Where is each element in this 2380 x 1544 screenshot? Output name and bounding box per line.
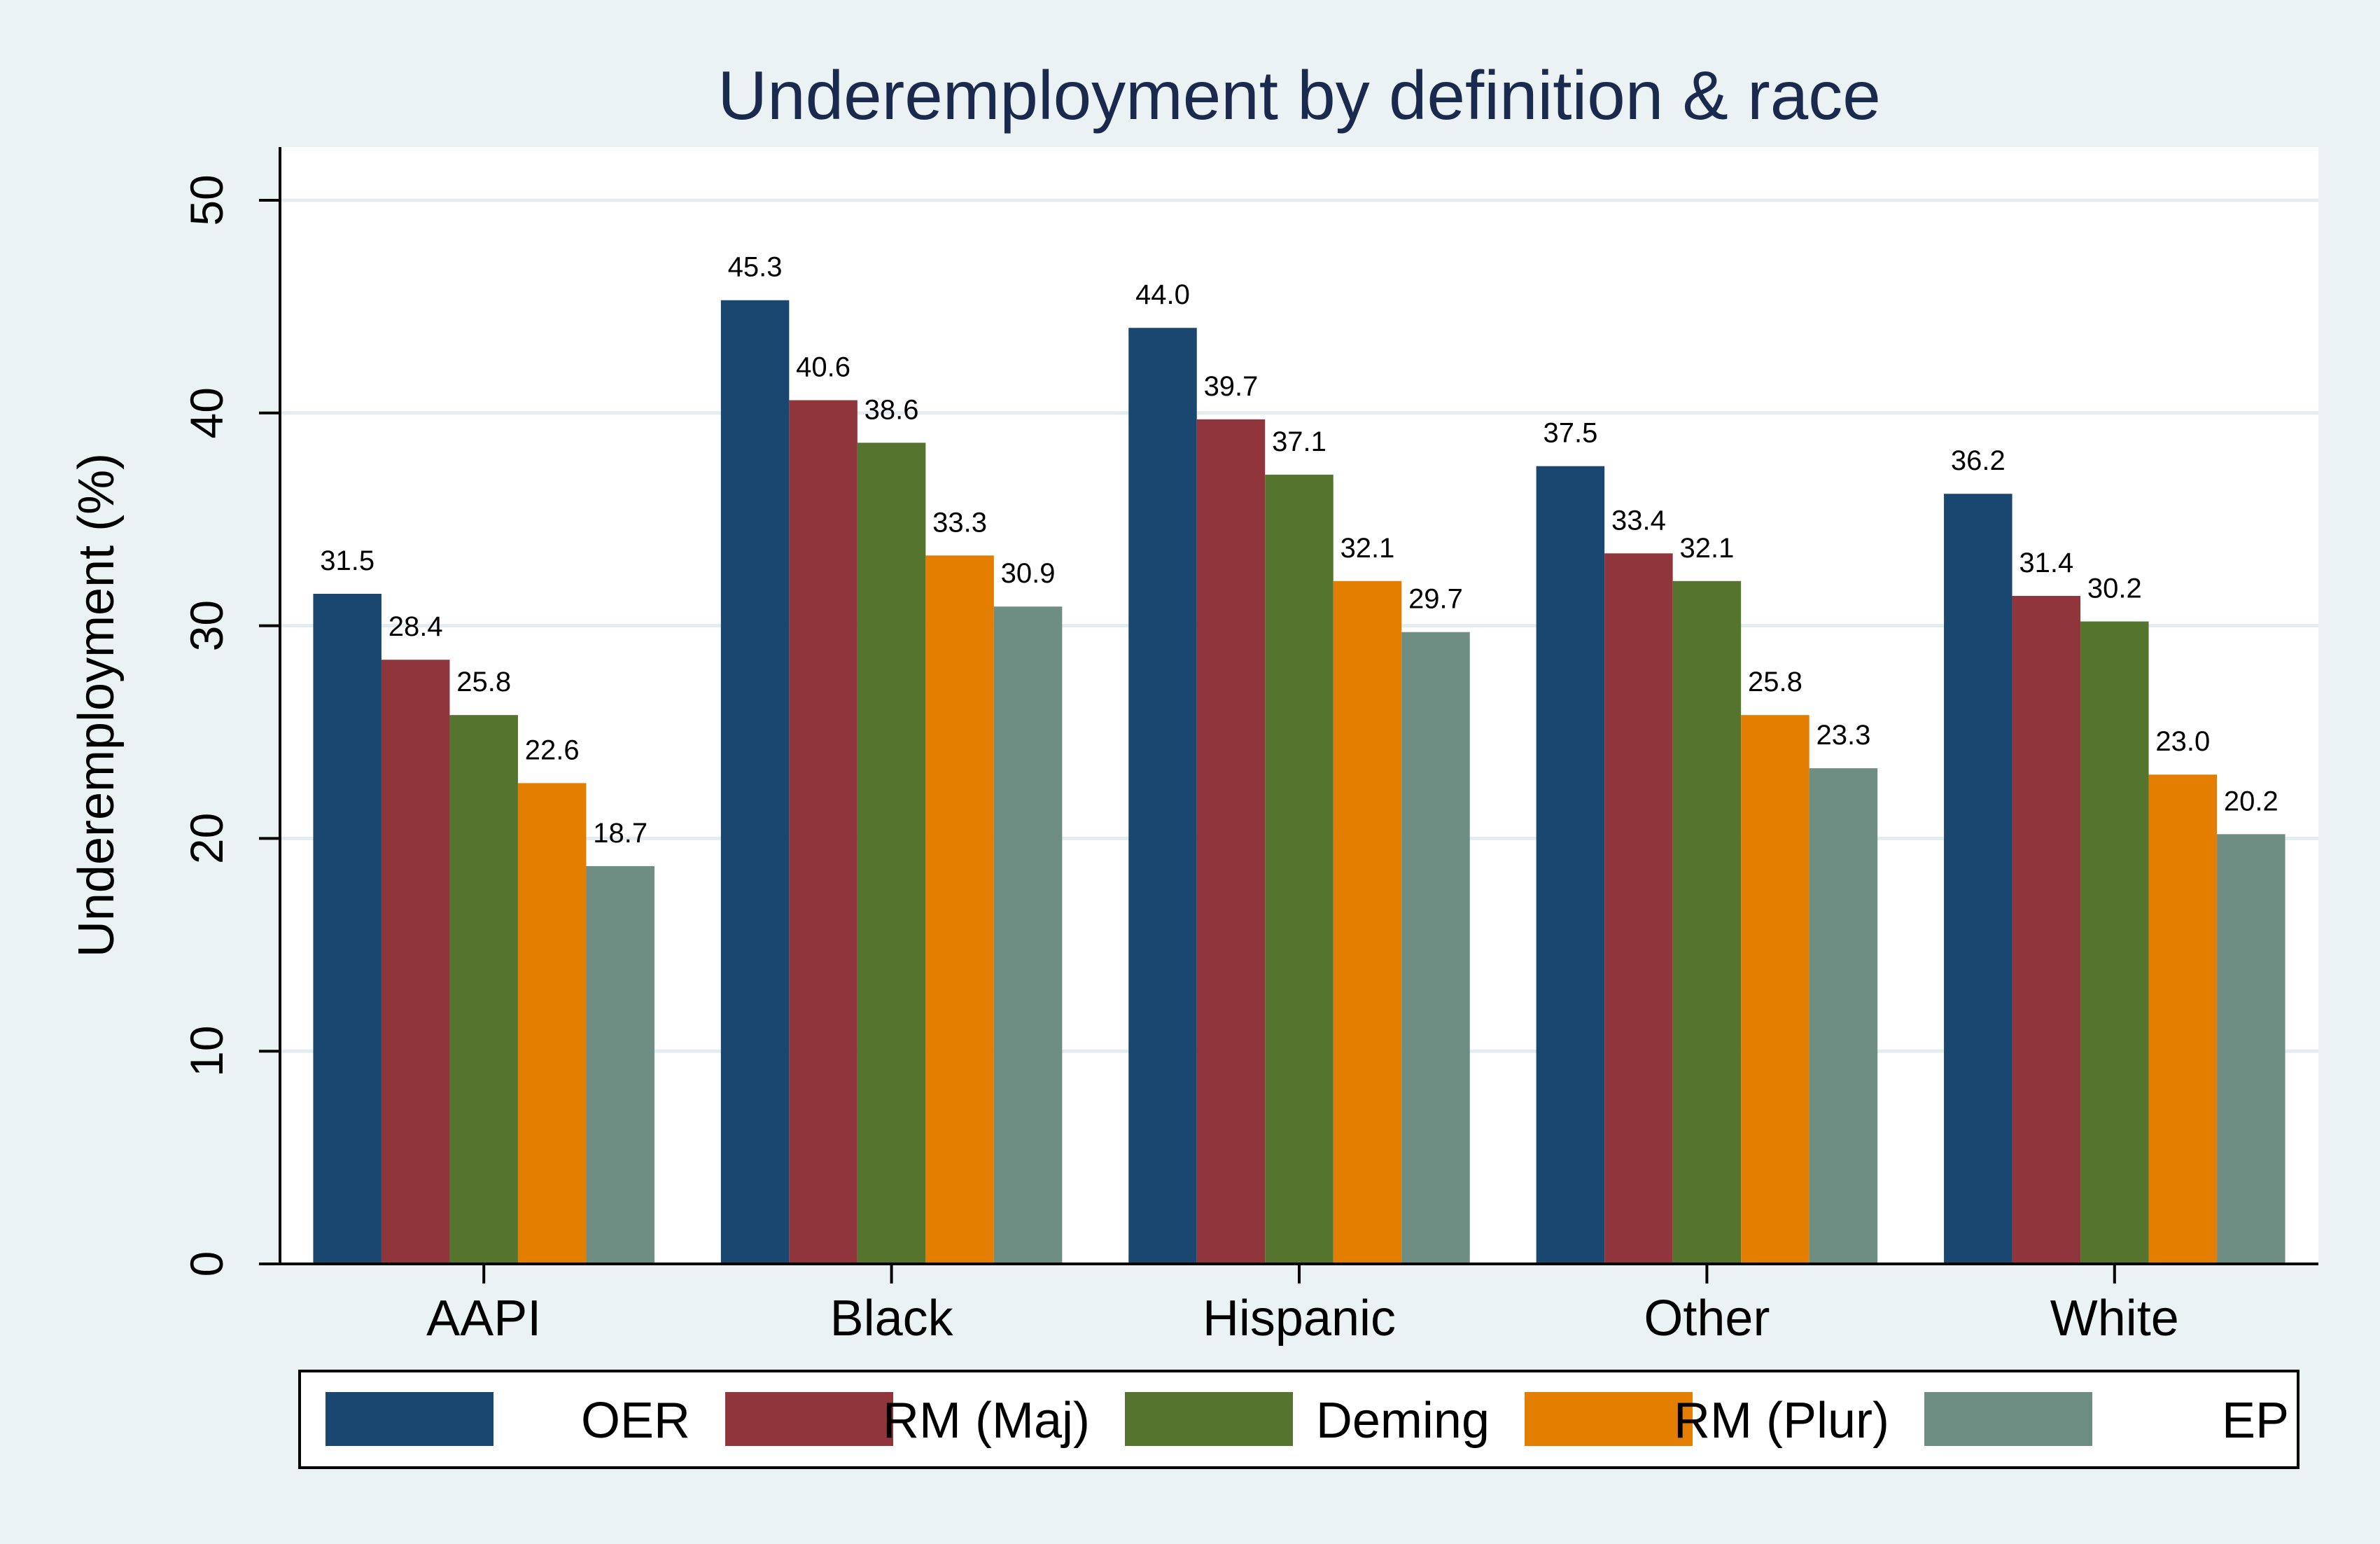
bar-rm-plur-white xyxy=(2148,774,2218,1264)
x-axis-ticks: AAPI Black Hispanic Other White xyxy=(426,1264,2179,1347)
bar-ep-white xyxy=(2217,834,2286,1264)
bar-value-label: 22.6 xyxy=(525,735,580,765)
y-tick-label: 20 xyxy=(181,813,232,864)
bar-oer-aapi xyxy=(313,594,382,1264)
bar-value-label: 37.1 xyxy=(1272,426,1326,457)
bar-rm-maj-other xyxy=(1604,553,1673,1264)
y-tick-label: 50 xyxy=(181,174,232,225)
bar-value-label: 36.2 xyxy=(1951,445,2005,476)
chart-title: Underemployment by definition & race xyxy=(718,57,1880,134)
y-tick-label: 40 xyxy=(181,387,232,438)
bar-rm-plur-hispanic xyxy=(1333,580,1402,1264)
y-axis-title: Underemployment (%) xyxy=(69,453,125,957)
bar-value-label: 29.7 xyxy=(1408,584,1463,615)
bar-value-label: 30.2 xyxy=(2087,573,2142,604)
bar-value-label: 38.6 xyxy=(864,394,919,425)
bar-value-label: 18.7 xyxy=(593,818,648,849)
bar-rm-maj-hispanic xyxy=(1196,419,1266,1264)
legend: OER RM (Maj) Deming RM (Plur) EP xyxy=(298,1370,2300,1469)
bar-value-label: 25.8 xyxy=(1748,667,1802,697)
bar-value-label: 28.4 xyxy=(388,611,443,642)
bar-oer-hispanic xyxy=(1128,328,1197,1265)
bar-ep-black xyxy=(993,606,1063,1264)
legend-label: EP xyxy=(2222,1393,2289,1449)
bar-deming-hispanic xyxy=(1265,474,1334,1264)
bar-value-label: 30.9 xyxy=(1001,558,1056,589)
legend-swatch xyxy=(1924,1392,2092,1446)
bar-rm-plur-aapi xyxy=(517,783,587,1264)
legend-swatch xyxy=(725,1392,893,1446)
x-tick-label: Other xyxy=(1644,1291,1770,1347)
x-tick-label: AAPI xyxy=(426,1291,541,1347)
legend-swatch xyxy=(326,1392,493,1446)
bar-value-label: 32.1 xyxy=(1679,533,1734,564)
bar-value-label: 33.4 xyxy=(1611,505,1666,536)
bar-value-label: 23.0 xyxy=(2155,726,2210,757)
bar-oer-white xyxy=(1944,494,2012,1265)
y-tick-label: 0 xyxy=(181,1251,232,1277)
bar-deming-aapi xyxy=(449,715,518,1264)
bar-rm-plur-other xyxy=(1741,715,1809,1264)
legend-label: RM (Plur) xyxy=(1674,1393,1889,1449)
legend-label: Deming xyxy=(1316,1393,1490,1449)
legend-label: RM (Maj) xyxy=(883,1393,1090,1449)
bar-value-label: 39.7 xyxy=(1204,371,1259,402)
bar-ep-hispanic xyxy=(1401,632,1470,1264)
bar-labels: 31.5 28.4 25.8 22.6 18.7 45.3 40.6 38.6 33.3 30.9… xyxy=(320,252,2278,849)
bar-rm-maj-aapi xyxy=(381,660,450,1264)
bar-value-label: 32.1 xyxy=(1340,533,1395,564)
bar-value-label: 37.5 xyxy=(1543,418,1597,449)
bar-value-label: 31.4 xyxy=(2019,548,2073,578)
bar-value-label: 23.3 xyxy=(1816,720,1870,751)
legend-label: OER xyxy=(581,1393,690,1449)
legend-swatch xyxy=(1525,1392,1693,1446)
y-tick-label: 10 xyxy=(181,1025,232,1076)
x-tick-label: Black xyxy=(830,1291,954,1347)
bar-value-label: 20.2 xyxy=(2224,786,2278,816)
bar-ep-other xyxy=(1809,768,1878,1264)
y-tick-label: 30 xyxy=(181,600,232,651)
bar-value-label: 40.6 xyxy=(796,352,850,383)
bar-deming-other xyxy=(1672,580,1742,1264)
x-tick-label: Hispanic xyxy=(1203,1291,1396,1347)
bar-value-label: 45.3 xyxy=(728,252,783,283)
bar-value-label: 25.8 xyxy=(456,667,511,697)
bar-deming-white xyxy=(2080,621,2149,1264)
bar-rm-maj-white xyxy=(2012,596,2081,1264)
bar-deming-black xyxy=(857,443,926,1265)
legend-swatch xyxy=(1125,1392,1293,1446)
bar-rm-plur-black xyxy=(925,555,994,1264)
bar-value-label: 33.3 xyxy=(932,507,987,538)
bar-value-label: 31.5 xyxy=(320,545,374,576)
bar-oer-black xyxy=(720,300,790,1264)
bar-ep-aapi xyxy=(586,865,654,1264)
bars xyxy=(313,300,2286,1265)
bar-rm-maj-black xyxy=(789,400,858,1264)
y-axis-ticks: 0 10 20 30 40 50 xyxy=(181,174,280,1277)
bar-value-label: 44.0 xyxy=(1135,279,1190,310)
bar-oer-other xyxy=(1536,466,1605,1264)
x-tick-label: White xyxy=(2050,1291,2179,1347)
